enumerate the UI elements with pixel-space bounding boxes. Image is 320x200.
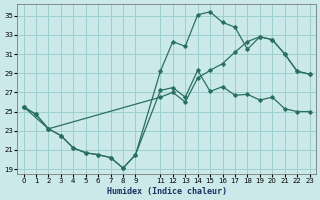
X-axis label: Humidex (Indice chaleur): Humidex (Indice chaleur) — [107, 187, 227, 196]
